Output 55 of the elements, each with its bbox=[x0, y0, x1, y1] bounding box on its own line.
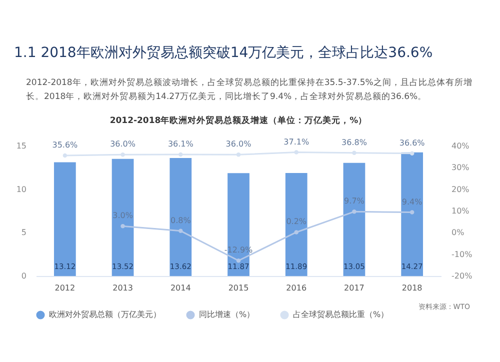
bar bbox=[54, 162, 76, 276]
bar bbox=[170, 158, 192, 276]
x-tick-label: 2015 bbox=[228, 284, 249, 292]
point bbox=[410, 151, 414, 156]
x-tick-label: 2012 bbox=[54, 284, 76, 292]
data-label: 37.1% bbox=[284, 137, 310, 146]
point bbox=[236, 152, 241, 157]
y-tick-label: 15 bbox=[16, 142, 26, 150]
bar bbox=[112, 158, 134, 276]
y2-tick-label: 40% bbox=[452, 142, 470, 150]
x-tick-label: 2016 bbox=[286, 284, 307, 292]
y2-tick-label: 10% bbox=[452, 206, 470, 216]
y-tick-label: 0 bbox=[21, 272, 26, 280]
point bbox=[120, 152, 125, 157]
y2-tick-label: 20% bbox=[452, 184, 470, 194]
data-label: 9.4% bbox=[402, 197, 423, 206]
y2-tick-label: 30% bbox=[452, 163, 470, 172]
data-label: 36.1% bbox=[168, 139, 194, 148]
point bbox=[352, 210, 356, 214]
x-tick-label: 2014 bbox=[170, 284, 191, 292]
data-label: 35.6% bbox=[52, 140, 78, 150]
point bbox=[352, 150, 356, 156]
point bbox=[410, 210, 414, 214]
data-label: 9.7% bbox=[344, 196, 365, 206]
bar bbox=[401, 152, 424, 276]
data-label: 36.0% bbox=[110, 140, 136, 149]
x-tick-label: 2017 bbox=[344, 284, 364, 292]
y2-tick-label: -20% bbox=[452, 272, 473, 280]
point bbox=[178, 228, 183, 234]
text: 2012-2018年，欧洲对外贸易总额波动增长，占全球贸易总额的比重保持在35.5-37.5%之间，且占比总体有所增长。2018年，欧洲对外贸易额为14.27万亿美元，同比增长了9.4%，占全球对外贸易总额的36.6%。 bbox=[26, 76, 474, 104]
x-tick-label: 2013 bbox=[112, 284, 133, 292]
bar bbox=[285, 172, 308, 276]
y2-tick-label: -10% bbox=[452, 250, 473, 259]
point bbox=[62, 153, 68, 158]
data-label: 3.0% bbox=[112, 211, 134, 220]
chart-subtitle: 2012-2018年欧洲对外贸易总额及增速（单位：万亿美元，%） bbox=[110, 114, 368, 126]
data-label: 36.8% bbox=[342, 138, 368, 147]
data-label: 0.8% bbox=[170, 216, 192, 225]
legend-label: 占全球贸易总额比重（%） bbox=[293, 310, 389, 319]
bar bbox=[343, 162, 366, 276]
legend-label: 欧洲对外贸易总额（万亿美元） bbox=[49, 310, 161, 319]
point bbox=[236, 258, 241, 263]
data-label: 36.0% bbox=[226, 140, 252, 149]
point bbox=[294, 230, 298, 234]
point bbox=[294, 150, 298, 154]
data-label: 0.2% bbox=[286, 217, 307, 226]
data-label: 36.6% bbox=[399, 138, 426, 148]
chart-title: 1.1 2018年欧洲对外贸易总额突破14万亿美元，全球占比达36.6% bbox=[14, 44, 433, 62]
y2-tick-label: 0% bbox=[452, 228, 465, 238]
legend-label: 同比增速（%） bbox=[199, 310, 255, 319]
y-tick-label: 10 bbox=[16, 184, 26, 194]
point bbox=[120, 224, 125, 228]
point bbox=[178, 152, 183, 157]
y-tick-label: 5 bbox=[21, 228, 26, 238]
x-tick-label: 2018 bbox=[402, 284, 422, 292]
